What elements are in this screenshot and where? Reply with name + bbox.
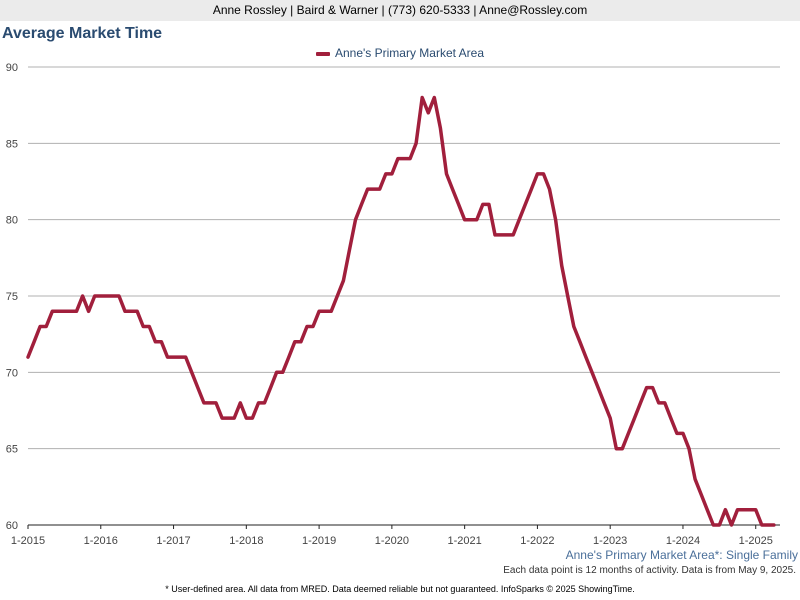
legend-swatch	[315, 51, 330, 56]
x-tick-label: 1-2017	[156, 535, 190, 547]
x-tick-label: 1-2021	[448, 535, 482, 547]
y-tick-label: 85	[6, 138, 18, 150]
header-text: Anne Rossley | Baird & Warner | (773) 62…	[212, 3, 588, 17]
header-contact-bar: Anne Rossley | Baird & Warner | (773) 62…	[0, 0, 800, 21]
y-tick-label: 80	[6, 215, 18, 227]
chart-subtitle: Anne's Primary Market Area*: Single Fami…	[565, 548, 798, 562]
x-tick-label: 1-2020	[375, 535, 409, 547]
footnote: * User-defined area. All data from MRED.…	[165, 584, 635, 594]
x-tick-label: 1-2025	[739, 535, 773, 547]
x-tick-label: 1-2018	[229, 535, 263, 547]
chart-title: Average Market Time	[2, 25, 163, 42]
x-tick-label: 1-2016	[84, 535, 118, 547]
x-tick-label: 1-2022	[520, 535, 554, 547]
y-tick-label: 70	[6, 367, 18, 379]
y-tick-label: 75	[6, 291, 18, 303]
chart-legend[interactable]: Anne's Primary Market Area	[0, 46, 800, 60]
x-tick-label: 1-2024	[666, 535, 700, 547]
legend-label: Anne's Primary Market Area	[334, 46, 484, 60]
x-tick-label: 1-2023	[593, 535, 627, 547]
y-tick-label: 65	[6, 444, 18, 456]
x-tick-label: 1-2019	[302, 535, 336, 547]
series-line	[26, 95, 776, 527]
x-tick-label: 1-2015	[11, 535, 45, 547]
data-note: Each data point is 12 months of activity…	[503, 565, 796, 576]
y-tick-label: 90	[6, 62, 18, 74]
y-tick-label: 60	[6, 520, 18, 532]
